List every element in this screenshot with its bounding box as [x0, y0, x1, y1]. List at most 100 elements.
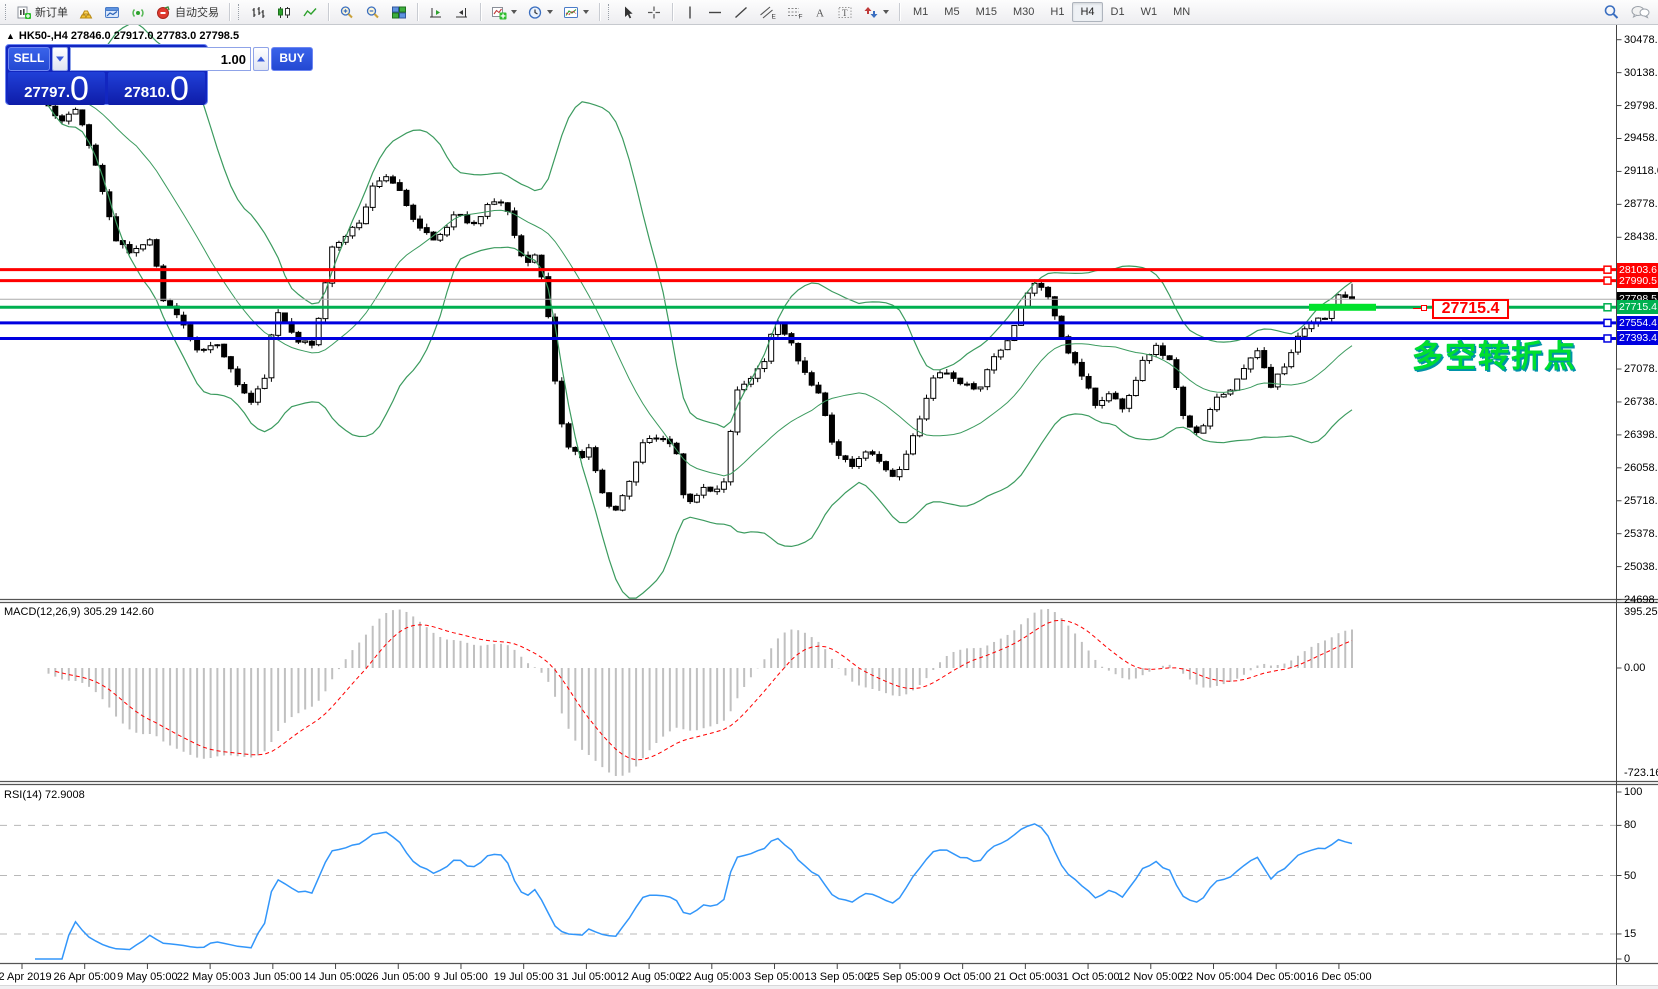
horizontal-line-tool-button[interactable] — [702, 2, 728, 23]
timeframe-button-m30[interactable]: M30 — [1012, 6, 1035, 18]
chart-shift-icon — [456, 7, 467, 17]
price-tick-label: 27078.0 — [1624, 363, 1658, 376]
price-tick-label: 25378.0 — [1624, 527, 1658, 540]
signal-icon — [132, 8, 144, 17]
indicators-icon — [492, 6, 507, 19]
chat-icon[interactable] — [1630, 4, 1650, 20]
buy-button[interactable]: BUY — [271, 47, 313, 71]
signals-button[interactable] — [125, 2, 151, 23]
crosshair-tool-button[interactable] — [641, 2, 667, 23]
charts-window-button[interactable] — [99, 2, 125, 23]
arrows-tool-button[interactable] — [858, 2, 894, 23]
time-tick-label: 4 Dec 05:00 — [1246, 971, 1306, 983]
hline-anchor[interactable] — [1603, 303, 1612, 312]
periods-button[interactable] — [522, 2, 558, 23]
time-tick-label: 31 Oct 05:00 — [1056, 971, 1120, 983]
equidistant-channel-icon: E — [760, 6, 776, 20]
autotrading-button[interactable]: 自动交易 — [151, 1, 224, 23]
volume-decrease-button[interactable] — [52, 47, 68, 71]
tile-windows-button[interactable] — [386, 2, 412, 23]
timeframe-button-m15[interactable]: M15 — [975, 6, 997, 18]
candlestick-mode-button[interactable] — [271, 2, 297, 23]
buy-price-display[interactable]: 27810. 0 — [108, 70, 205, 108]
clock-icon — [528, 5, 542, 19]
sell-button[interactable]: SELL — [8, 47, 50, 71]
line-chart-mode-button[interactable] — [297, 2, 323, 23]
timeframe-button-m5[interactable]: M5 — [944, 6, 960, 18]
deposit-button[interactable] — [73, 2, 99, 23]
macd-scale-max: 395.25 — [1624, 606, 1658, 618]
zoom-out-icon — [366, 5, 379, 18]
toolbar-drag-handle[interactable] — [238, 4, 242, 20]
turning-point-annotation[interactable]: 多空转折点 — [1412, 339, 1577, 374]
search-icon[interactable] — [1603, 4, 1620, 20]
price-tick-label: 30138.0 — [1624, 66, 1658, 79]
timeframe-button-h4[interactable]: H4 — [1072, 2, 1103, 22]
volume-increase-button[interactable] — [253, 47, 269, 71]
autotrading-icon — [157, 5, 170, 19]
channel-tool-button[interactable]: E — [754, 2, 781, 23]
text-tool-button[interactable]: A — [808, 2, 832, 23]
support-price-tag: 27554.4 — [1617, 315, 1658, 330]
candlestick-icon — [278, 6, 290, 18]
rsi-scale-label: 0 — [1624, 953, 1631, 965]
sell-price-big-digit: 0 — [69, 70, 89, 108]
time-tick-label: 21 Oct 05:00 — [993, 971, 1057, 983]
template-icon — [564, 6, 578, 18]
macd-indicator-label: MACD(12,26,9) 305.29 142.60 — [4, 606, 154, 618]
status-strip — [0, 985, 1658, 989]
auto-scroll-button[interactable] — [423, 2, 449, 23]
buy-price-big-digit: 0 — [169, 70, 189, 108]
bollinger-bands[interactable] — [41, 23, 1353, 599]
zoom-in-button[interactable] — [334, 2, 360, 23]
trendline-tool-button[interactable] — [728, 2, 754, 23]
bar-chart-mode-button[interactable] — [245, 2, 271, 23]
toolbar-drag-handle[interactable] — [5, 4, 9, 20]
sell-price-display[interactable]: 27797. 0 — [8, 70, 105, 108]
hline-anchor[interactable] — [1603, 265, 1612, 274]
hline-anchor[interactable] — [1603, 276, 1612, 285]
toolbar-drag-handle[interactable] — [608, 4, 612, 20]
new-order-label: 新订单 — [35, 7, 68, 19]
timeframe-button-mn[interactable]: MN — [1173, 6, 1191, 18]
text-label-tool-button[interactable]: T — [832, 2, 858, 23]
templates-dropdown-caret — [583, 10, 589, 14]
timeframe-button-m1[interactable]: M1 — [913, 6, 929, 18]
pivot-price-box-anchor[interactable] — [1421, 305, 1427, 311]
indicators-button[interactable] — [486, 2, 522, 23]
chart-window-icon — [105, 6, 119, 18]
templates-button[interactable] — [558, 2, 594, 23]
pivot-price-tag: 27715.4 — [1617, 300, 1658, 315]
macd-histogram — [47, 609, 1353, 776]
time-tick-label: 14 Jun 05:00 — [303, 971, 368, 983]
hline-anchor[interactable] — [1603, 334, 1612, 343]
pivot-price-box-dash — [1413, 308, 1421, 309]
vertical-line-tool-button[interactable] — [678, 2, 702, 23]
timeframe-button-d1[interactable]: D1 — [1110, 6, 1125, 18]
indicators-dropdown-caret — [511, 10, 517, 14]
time-tick-label: 9 Jul 05:00 — [434, 971, 488, 983]
main-toolbar: 新订单 自动交易 — [0, 0, 1658, 25]
rsi-scale-label: 80 — [1624, 819, 1637, 832]
timeframe-button-w1[interactable]: W1 — [1140, 6, 1158, 18]
cursor-tool-button[interactable] — [615, 2, 641, 23]
zoom-out-button[interactable] — [360, 2, 386, 23]
time-tick-label: 12 Aug 05:00 — [616, 971, 682, 983]
timeframe-button-h1[interactable]: H1 — [1050, 6, 1065, 18]
chart-shift-button[interactable] — [449, 2, 475, 23]
sell-price-int: 27797 — [24, 84, 66, 101]
new-order-button[interactable]: 新订单 — [12, 1, 73, 23]
pivot-price-box[interactable]: 27715.4 — [1432, 299, 1509, 319]
auto-scroll-icon — [430, 7, 441, 17]
gold-ingot-icon — [79, 10, 93, 18]
pivot-highlight-bar[interactable] — [1309, 303, 1376, 311]
collapse-panel-arrow[interactable]: ▲ — [6, 31, 15, 41]
fibonacci-tool-button[interactable]: F — [781, 2, 808, 23]
rsi-indicator-label: RSI(14) 72.9008 — [4, 789, 85, 801]
time-tick-label: 19 Jul 05:00 — [493, 971, 554, 983]
volume-input[interactable] — [70, 47, 251, 71]
hline-anchor[interactable] — [1603, 318, 1612, 328]
candlestick-series[interactable] — [5, 72, 1355, 512]
